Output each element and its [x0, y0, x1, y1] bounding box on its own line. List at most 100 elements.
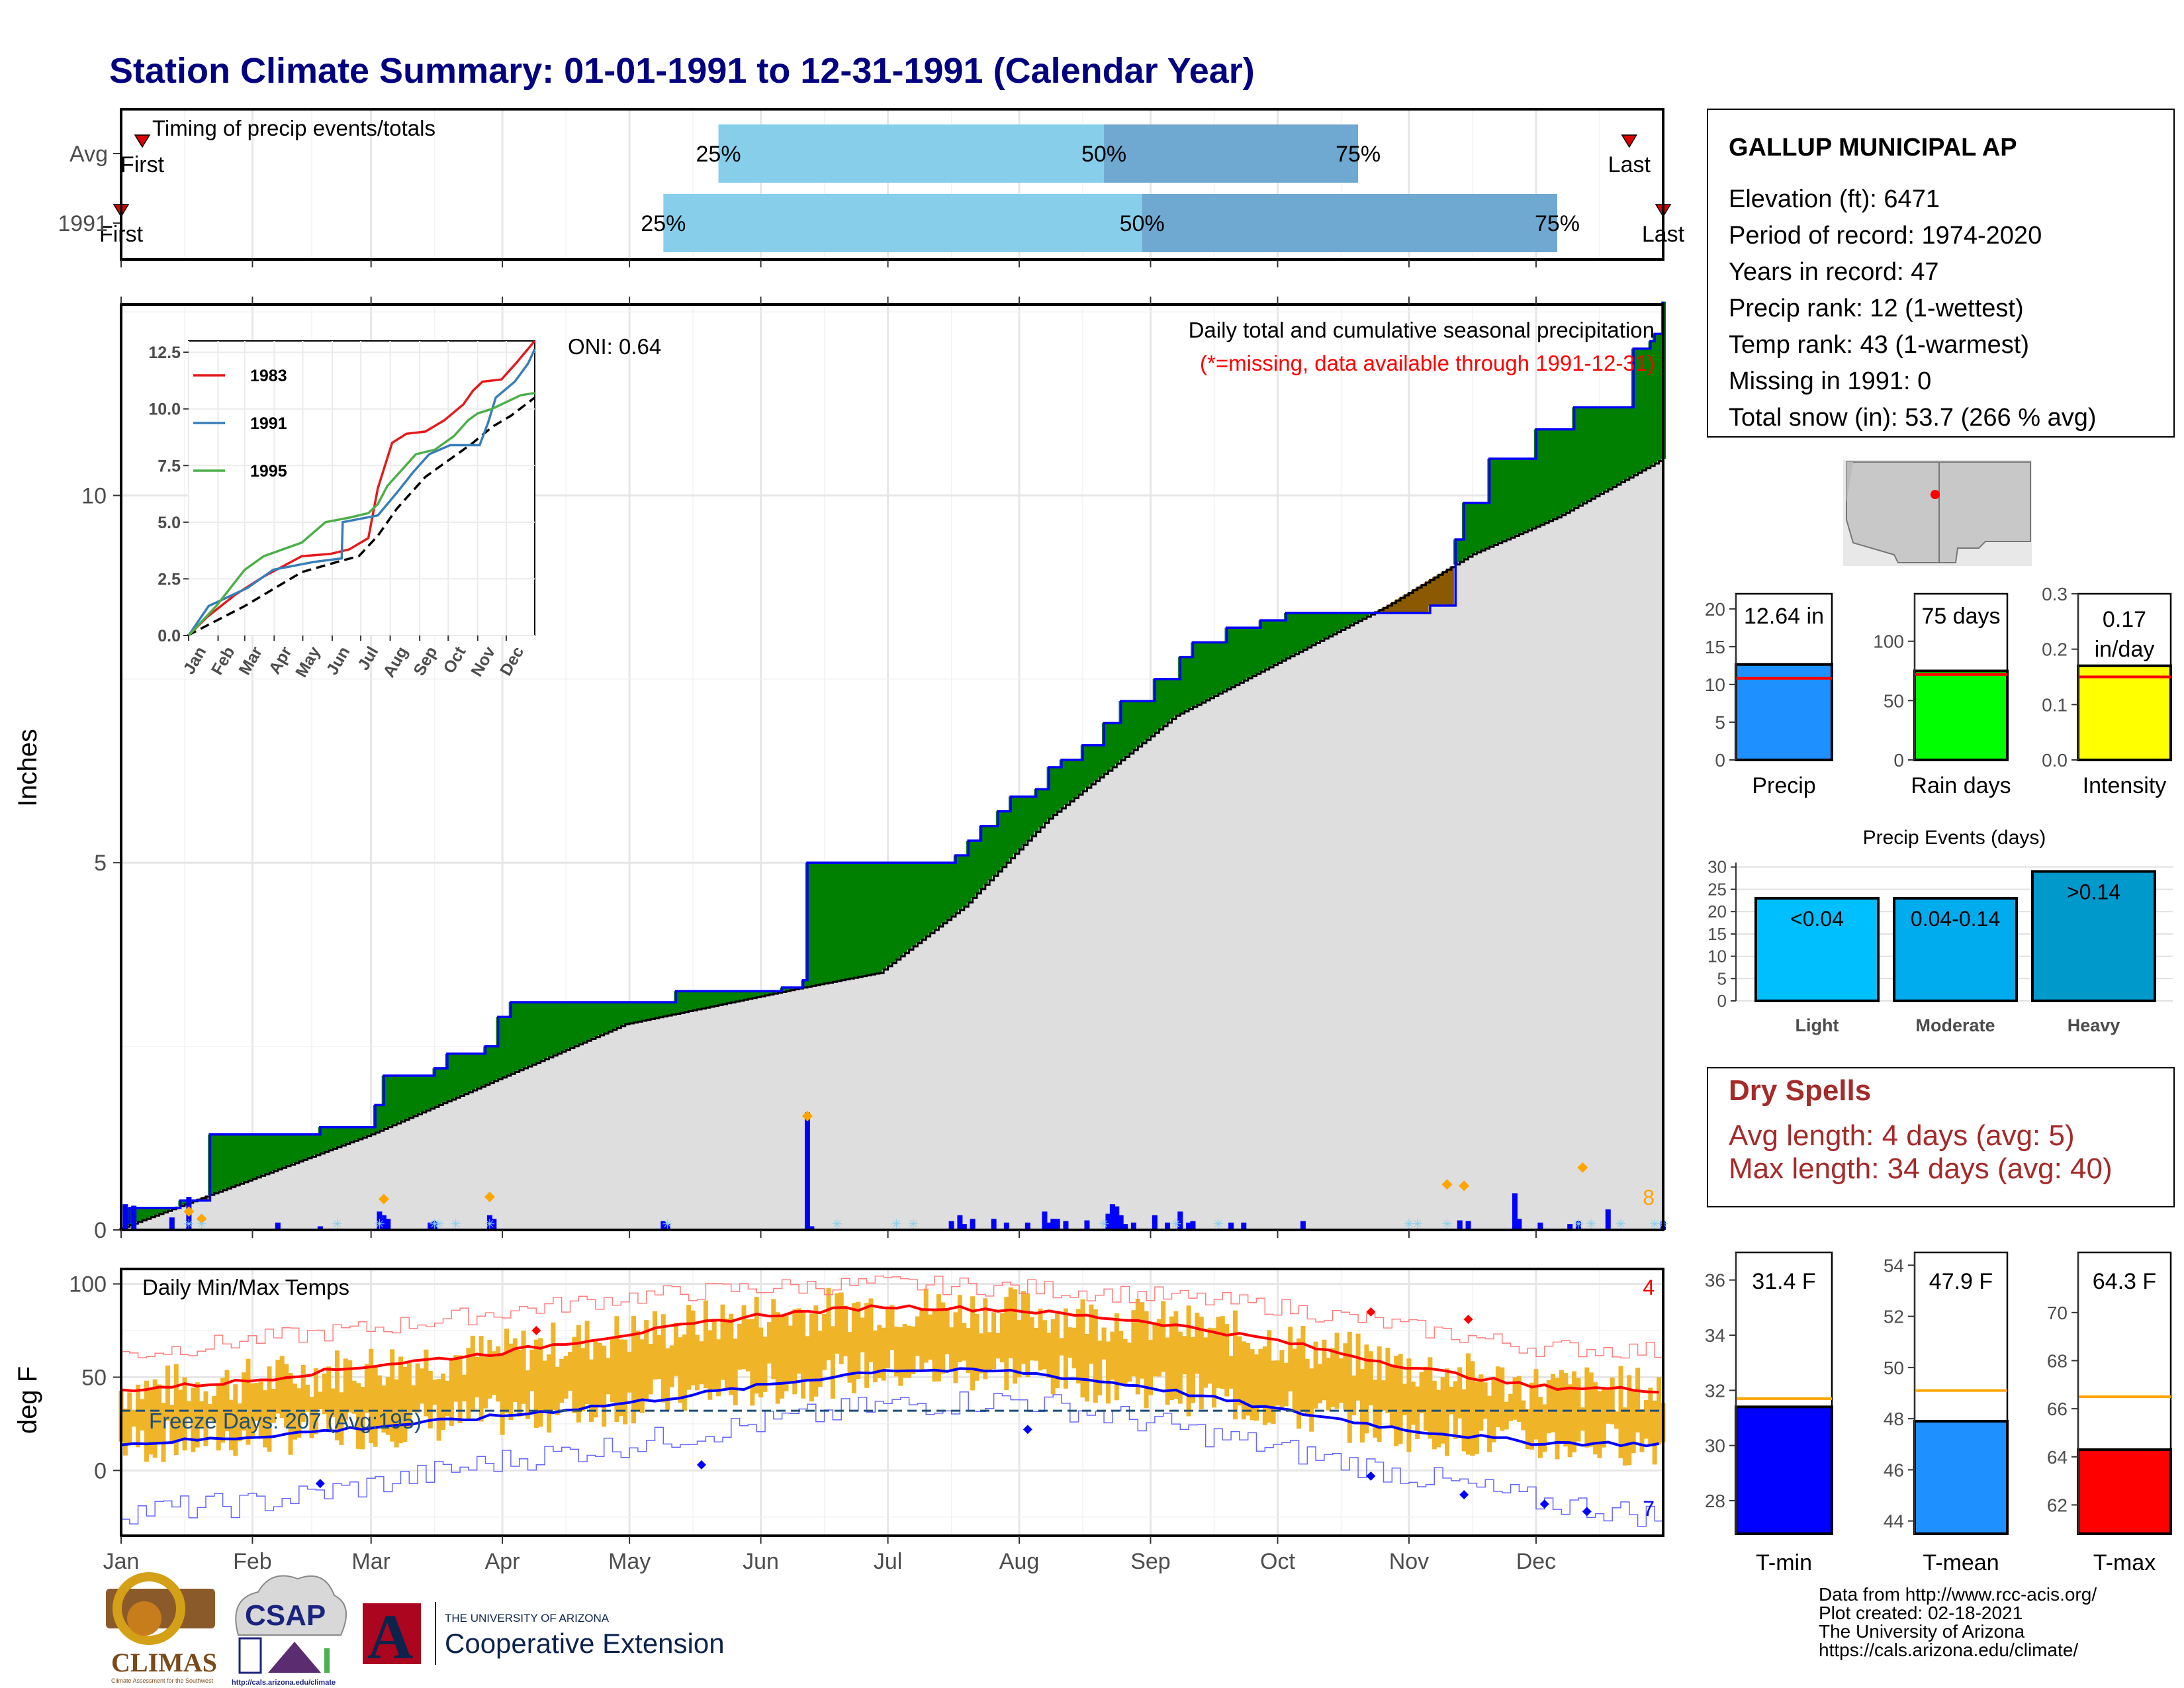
- daily-precip-bar: [660, 1221, 666, 1230]
- timing-bar-q50-q75: [1142, 194, 1557, 252]
- record-high-marker: [1366, 1307, 1376, 1317]
- daily-precip-bar: [1084, 1220, 1090, 1230]
- inset-y-tick-label: 0.0: [158, 627, 181, 645]
- record-count-label: 8: [1643, 1186, 1655, 1209]
- daily-precip-bar: [809, 1226, 815, 1230]
- summary-y-tick-label: 30: [1705, 1436, 1725, 1456]
- summary-y-tick-label: 5: [1715, 712, 1725, 733]
- event-category-label: Light: [1796, 1015, 1839, 1035]
- summary-y-tick-label: 20: [1705, 599, 1725, 620]
- daily-precip-bar: [428, 1222, 433, 1230]
- event-category-label: Moderate: [1915, 1015, 1995, 1035]
- precip-subtitle: (*=missing, data available through 1991-…: [1200, 351, 1655, 375]
- event-category-label: Heavy: [2068, 1015, 2120, 1035]
- ua-big-text: Cooperative Extension: [445, 1628, 725, 1659]
- summary-y-tick-label: 0: [1893, 750, 1904, 771]
- credit-line: Data from http://www.rcc-acis.org/: [1819, 1584, 2097, 1605]
- summary-bar: [1735, 663, 1833, 761]
- snow-day-marker: ✳: [429, 1217, 440, 1232]
- station-line: Years in record: 47: [1729, 258, 1939, 286]
- month-axis-label: Mar: [351, 1549, 390, 1574]
- daily-precip-bar: [1190, 1221, 1196, 1230]
- daily-precip-bar: [486, 1215, 492, 1230]
- station-location-marker: [1931, 490, 1940, 499]
- daily-precip-bar: [804, 1112, 810, 1230]
- inset-y-tick-label: 5.0: [158, 514, 181, 532]
- timing-marker: [134, 134, 151, 148]
- summary-y-tick-label: 52: [1884, 1307, 1904, 1327]
- daily-precip-bar: [961, 1224, 967, 1230]
- temps-y-axis-label: deg F: [13, 1366, 42, 1434]
- summary-category-label: T-mean: [1923, 1550, 1999, 1575]
- daily-precip-bar: [275, 1222, 281, 1230]
- snow-day-marker: ✳: [332, 1217, 343, 1232]
- summary-value-label: 0.17: [2103, 607, 2146, 632]
- event-bar: [1893, 896, 2018, 1002]
- locator-map: [1843, 460, 2032, 566]
- daily-precip-bar: [131, 1205, 137, 1230]
- inset-y-tick-label: 10.0: [148, 400, 181, 419]
- summary-y-tick-label: 100: [1873, 632, 1904, 652]
- events-y-tick-label: 10: [1707, 947, 1727, 966]
- ua-small-text: THE UNIVERSITY OF ARIZONA: [445, 1612, 610, 1624]
- inset-legend-label: 1991: [250, 414, 287, 433]
- record-max-line: [121, 1275, 1664, 1359]
- record-high-count: 4: [1643, 1276, 1655, 1299]
- summary-bar: [1913, 1420, 2009, 1535]
- summary-y-tick-label: 32: [1705, 1380, 1725, 1401]
- daily-precip-bar: [1537, 1222, 1543, 1230]
- record-low-marker: [315, 1479, 325, 1489]
- event-bar-label: 0.04-0.14: [1911, 907, 2000, 931]
- precip-y-axis-label: Inches: [13, 729, 42, 807]
- record-high-marker: [531, 1326, 541, 1335]
- daily-precip-bar: [1512, 1193, 1518, 1230]
- snow-day-marker: ✳: [908, 1217, 919, 1232]
- daily-precip-bar: [122, 1204, 128, 1230]
- inset-series-line: [187, 391, 535, 637]
- precip-y-tick-label: 10: [81, 483, 107, 508]
- credit-line: Plot created: 02-18-2021: [1819, 1603, 2023, 1623]
- month-axis-label: May: [608, 1549, 651, 1574]
- summary-y-tick-label: 46: [1884, 1460, 1904, 1480]
- precip-summary-bars: 0 5 10 15 20 12.64 in Precip 0 50 100 75 days Rain …: [1705, 584, 2172, 798]
- daily-record-marker: [183, 1206, 195, 1217]
- daily-precip-bar: [317, 1226, 323, 1230]
- month-axis-label: Jul: [874, 1549, 902, 1574]
- station-info-box: GALLUP MUNICIPAL AP Elevation (ft): 6471…: [1707, 109, 2175, 438]
- daily-precip-bar: [1054, 1219, 1060, 1230]
- summary-bar: [1735, 1405, 1833, 1535]
- inset-legend-label: 1983: [250, 367, 287, 385]
- record-low-marker: [1539, 1499, 1549, 1509]
- timing-bar-q25-q50: [663, 194, 1142, 252]
- daily-record-marker: [1459, 1180, 1470, 1192]
- summary-y-tick-label: 34: [1705, 1325, 1725, 1346]
- station-line: Temp rank: 43 (1-warmest): [1729, 331, 2029, 359]
- station-line: Period of record: 1974-2020: [1729, 222, 2042, 250]
- summary-y-tick-label: 28: [1705, 1491, 1725, 1511]
- oni-label: ONI: 0.64: [568, 334, 661, 359]
- timing-marker: [1621, 134, 1638, 148]
- events-y-tick-label: 0: [1717, 991, 1727, 1011]
- month-axis-label: Aug: [999, 1549, 1040, 1574]
- daily-precip-bar: [1114, 1206, 1120, 1230]
- timing-marker-label: Last: [1608, 152, 1651, 177]
- summary-y-tick-label: 68: [2047, 1350, 2068, 1371]
- timing-quantile-label: 50%: [1081, 142, 1126, 167]
- timing-marker-label: First: [120, 152, 165, 177]
- timing-bar-q25-q50: [718, 124, 1105, 183]
- snow-day-marker: ✳: [831, 1217, 842, 1232]
- month-axis-label: Sep: [1130, 1549, 1171, 1574]
- average-max-line: [120, 1304, 1659, 1394]
- summary-y-tick-label: 50: [1884, 1358, 1904, 1378]
- summary-y-tick-label: 0: [1715, 750, 1725, 771]
- dry-spells-box: Dry Spells Avg length: 4 days (avg: 5) M…: [1707, 1067, 2175, 1207]
- summary-value-label: 47.9 F: [1929, 1269, 1993, 1294]
- summary-category-label: T-max: [2093, 1550, 2156, 1575]
- timing-quantile-label: 25%: [641, 211, 686, 236]
- dry-spells-line: Avg length: 4 days (avg: 5): [1729, 1119, 2075, 1152]
- station-line: Elevation (ft): 6471: [1729, 185, 1940, 213]
- events-title: Precip Events (days): [1863, 827, 2046, 849]
- station-name: GALLUP MUNICIPAL AP: [1729, 134, 2017, 162]
